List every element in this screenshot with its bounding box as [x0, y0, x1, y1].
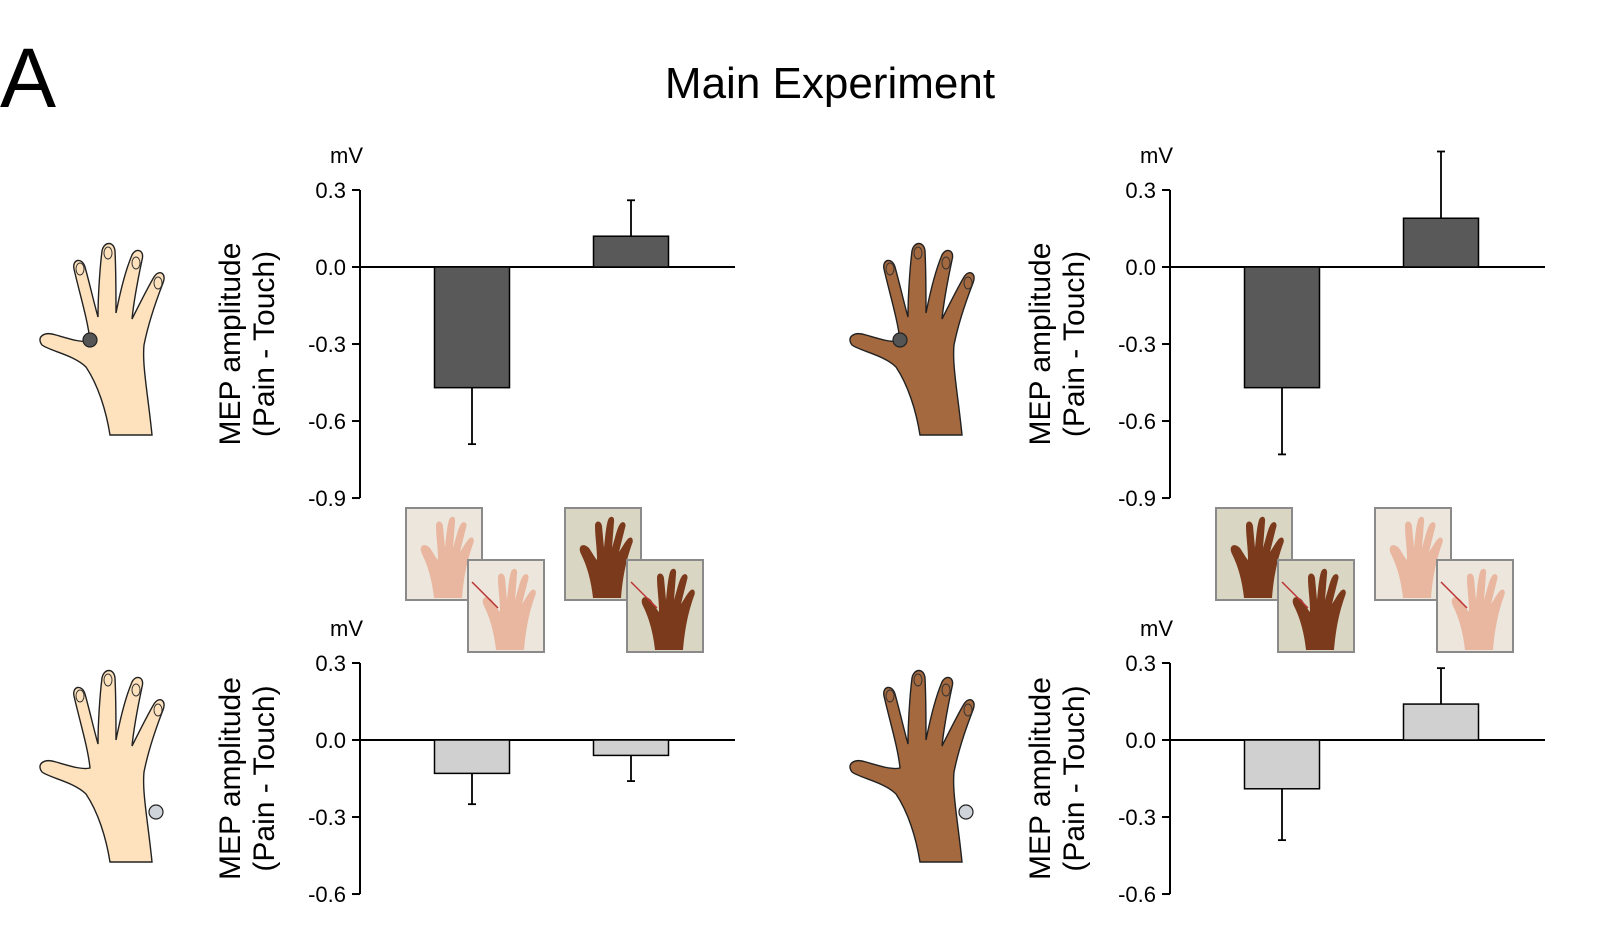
stimulus-thumbnail	[405, 507, 483, 601]
stimulus-thumbnail	[626, 559, 704, 653]
bar	[433, 739, 511, 775]
fingernail	[963, 276, 973, 290]
stimulus-pair	[1215, 507, 1355, 653]
y-axis-label-line: (Pain - Touch)	[248, 685, 281, 871]
fingernail	[885, 262, 895, 276]
chart-top-left: MEP amplitude (Pain - Touch) mV 0.3 0.0 -0.3 -…	[39, 143, 735, 653]
thumbnail-hand	[1451, 568, 1505, 650]
y-tick-label: 0.3	[315, 178, 346, 203]
hand-outline	[849, 669, 975, 863]
hand-icon	[849, 242, 975, 436]
panel-label: A	[0, 31, 56, 125]
y-tick-label: 0.3	[1125, 651, 1156, 676]
bar	[592, 235, 670, 268]
y-tick-label: 0.0	[1125, 728, 1156, 753]
hand-icon	[849, 669, 975, 863]
needle-line	[1440, 581, 1468, 609]
chart-top-right: MEP amplitude (Pain - Touch) mV 0.3 0.0 -0.3 -…	[849, 143, 1545, 653]
y-axis-unit: mV	[330, 616, 363, 641]
bar	[592, 739, 670, 757]
hand-outline	[849, 242, 975, 436]
stimulus-thumbnail	[467, 559, 545, 653]
y-axis-label-line: (Pain - Touch)	[1058, 251, 1091, 437]
stimulus-pair	[1374, 507, 1514, 653]
stimulus-pair	[564, 507, 704, 653]
hand-icon	[39, 242, 165, 436]
y-tick-label: -0.3	[1118, 332, 1156, 357]
stimulus-thumbnail	[1436, 559, 1514, 653]
needle-line	[630, 581, 658, 609]
y-axis-unit: mV	[1140, 616, 1173, 641]
y-tick-label: 0.3	[1125, 178, 1156, 203]
bar	[1402, 217, 1480, 268]
thumbnail-hand	[482, 568, 536, 650]
y-axis-label-line: MEP amplitude	[1024, 243, 1057, 446]
electrode-marker	[958, 804, 974, 820]
thumbnail-hand	[420, 516, 474, 598]
chart-bottom-left: MEP amplitude (Pain - Touch) mV 0.3 0.0 -0.3 -…	[39, 616, 735, 907]
fingernail	[885, 689, 895, 703]
y-axis-label: MEP amplitude (Pain - Touch)	[214, 677, 281, 880]
y-tick-label: 0.0	[315, 728, 346, 753]
y-axis-label: MEP amplitude (Pain - Touch)	[214, 243, 281, 446]
fingernail	[913, 673, 923, 687]
y-tick-label: -0.6	[1118, 409, 1156, 434]
y-tick-label: -0.9	[308, 486, 346, 511]
needle-line	[471, 581, 499, 609]
y-axis-label-line: MEP amplitude	[214, 243, 247, 446]
bar	[1243, 739, 1321, 790]
plots-layer: MEP amplitude (Pain - Touch)mV0.30.0-0.3-…	[39, 143, 1545, 907]
thumbnail-hand	[1230, 516, 1284, 598]
stimulus-thumbnail	[1277, 559, 1355, 653]
fingernail	[153, 276, 163, 290]
y-tick-label: -0.3	[308, 332, 346, 357]
y-tick-label: -0.3	[308, 805, 346, 830]
y-axis-label-line: (Pain - Touch)	[1058, 685, 1091, 871]
chart-bottom-right: MEP amplitude (Pain - Touch) mV 0.3 0.0 -0.3 -…	[849, 616, 1545, 907]
fingernail	[75, 262, 85, 276]
y-tick-label: 0.0	[1125, 255, 1156, 280]
y-tick-label: -0.3	[1118, 805, 1156, 830]
hand-outline	[39, 669, 165, 863]
y-tick-label: -0.6	[308, 882, 346, 907]
y-tick-label: -0.9	[1118, 486, 1156, 511]
thumbnail-hand	[1292, 568, 1346, 650]
electrode-marker	[892, 332, 908, 348]
y-tick-label: 0.3	[315, 651, 346, 676]
needle-line	[1281, 581, 1309, 609]
stimulus-pair	[405, 507, 545, 653]
y-axis-label-line: (Pain - Touch)	[248, 251, 281, 437]
y-tick-label: -0.6	[308, 409, 346, 434]
y-axis-label-line: MEP amplitude	[1024, 677, 1057, 880]
hand-icon	[39, 669, 165, 863]
thumbnail-hand	[641, 568, 695, 650]
y-tick-label: -0.6	[1118, 882, 1156, 907]
hand-outline	[39, 242, 165, 436]
electrode-marker	[148, 804, 164, 820]
fingernail	[941, 683, 951, 697]
fingernail	[913, 246, 923, 260]
bar	[1243, 266, 1321, 389]
fingernail	[103, 246, 113, 260]
thumbnail-hand	[579, 516, 633, 598]
fingernail	[153, 703, 163, 717]
y-tick-label: 0.0	[315, 255, 346, 280]
bar	[433, 266, 511, 389]
thumbnail-hand	[1389, 516, 1443, 598]
fingernail	[103, 673, 113, 687]
y-axis-label-line: MEP amplitude	[214, 677, 247, 880]
y-axis-unit: mV	[330, 143, 363, 168]
bar	[1402, 703, 1480, 741]
y-axis-label: MEP amplitude (Pain - Touch)	[1024, 677, 1091, 880]
y-axis-unit: mV	[1140, 143, 1173, 168]
electrode-marker	[82, 332, 98, 348]
fingernail	[131, 683, 141, 697]
fingernail	[131, 256, 141, 270]
figure-title: Main Experiment	[665, 59, 995, 108]
y-axis-label: MEP amplitude (Pain - Touch)	[1024, 243, 1091, 446]
fingernail	[963, 703, 973, 717]
fingernail	[941, 256, 951, 270]
fingernail	[75, 689, 85, 703]
